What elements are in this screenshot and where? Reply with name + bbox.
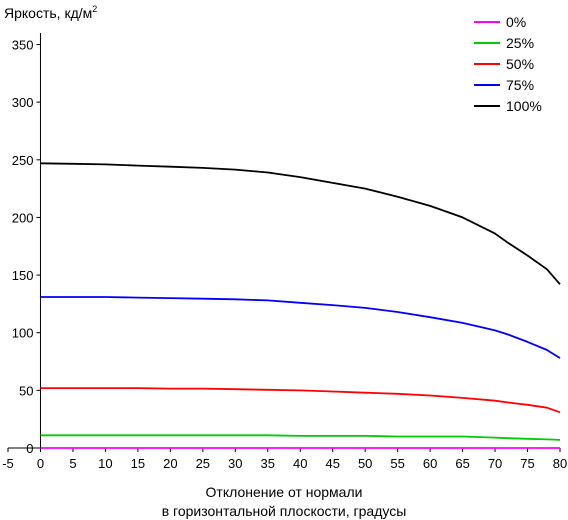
x-tick-label: 15 [131, 456, 145, 471]
x-tick-label: 30 [228, 456, 242, 471]
series-line-75-percent [40, 296, 561, 359]
x-tick-label: -5 [2, 456, 14, 471]
legend-label: 50% [506, 56, 534, 72]
legend: 0% 25% 50% 75% 100% [474, 14, 542, 114]
legend-label: 100% [506, 98, 542, 114]
x-tick-label: 35 [261, 456, 275, 471]
y-axis-label: Яркость, кд/м2 [4, 4, 97, 21]
x-axis-label-line-2: в горизонтальной плоскости, градусы [162, 503, 407, 519]
x-tick-label: 25 [196, 456, 210, 471]
series-line-50-percent [40, 387, 561, 414]
series-lines [40, 162, 561, 449]
x-axis-label-line-1: Отклонение от нормали [206, 484, 363, 500]
y-tick-label: 200 [12, 210, 34, 225]
y-tick-label: 0 [26, 441, 33, 456]
axes: -5 0 5 10 15 20 25 30 35 40 45 50 55 60 65 70 75 80 0 50 100… [2, 33, 567, 471]
x-tick-label: 70 [488, 456, 502, 471]
x-tick-label: 55 [390, 456, 404, 471]
x-tick-label: 50 [358, 456, 372, 471]
x-tick-label: 65 [455, 456, 469, 471]
x-tick-label: 20 [163, 456, 177, 471]
legend-label: 25% [506, 35, 534, 51]
x-tick-label: 5 [69, 456, 76, 471]
series-line-100-percent [40, 162, 561, 285]
x-tick-label: 80 [553, 456, 567, 471]
series-line-25-percent [40, 434, 561, 441]
x-tick-label: 75 [520, 456, 534, 471]
y-tick-label: 100 [12, 326, 34, 341]
x-tick-label: 60 [423, 456, 437, 471]
y-axis-label-superscript: 2 [92, 4, 97, 14]
y-tick-label: 300 [12, 95, 34, 110]
y-tick-label: 350 [12, 38, 34, 53]
y-tick-label: 250 [12, 153, 34, 168]
y-tick-label: 50 [19, 383, 33, 398]
legend-label: 75% [506, 77, 534, 93]
y-axis-label-text: Яркость, кд/м [4, 5, 92, 21]
x-tick-label: 10 [98, 456, 112, 471]
legend-label: 0% [506, 14, 526, 30]
x-tick-label: 40 [293, 456, 307, 471]
x-tick-label: 45 [325, 456, 339, 471]
x-tick-label: 0 [37, 456, 44, 471]
y-tick-label: 150 [12, 268, 34, 283]
